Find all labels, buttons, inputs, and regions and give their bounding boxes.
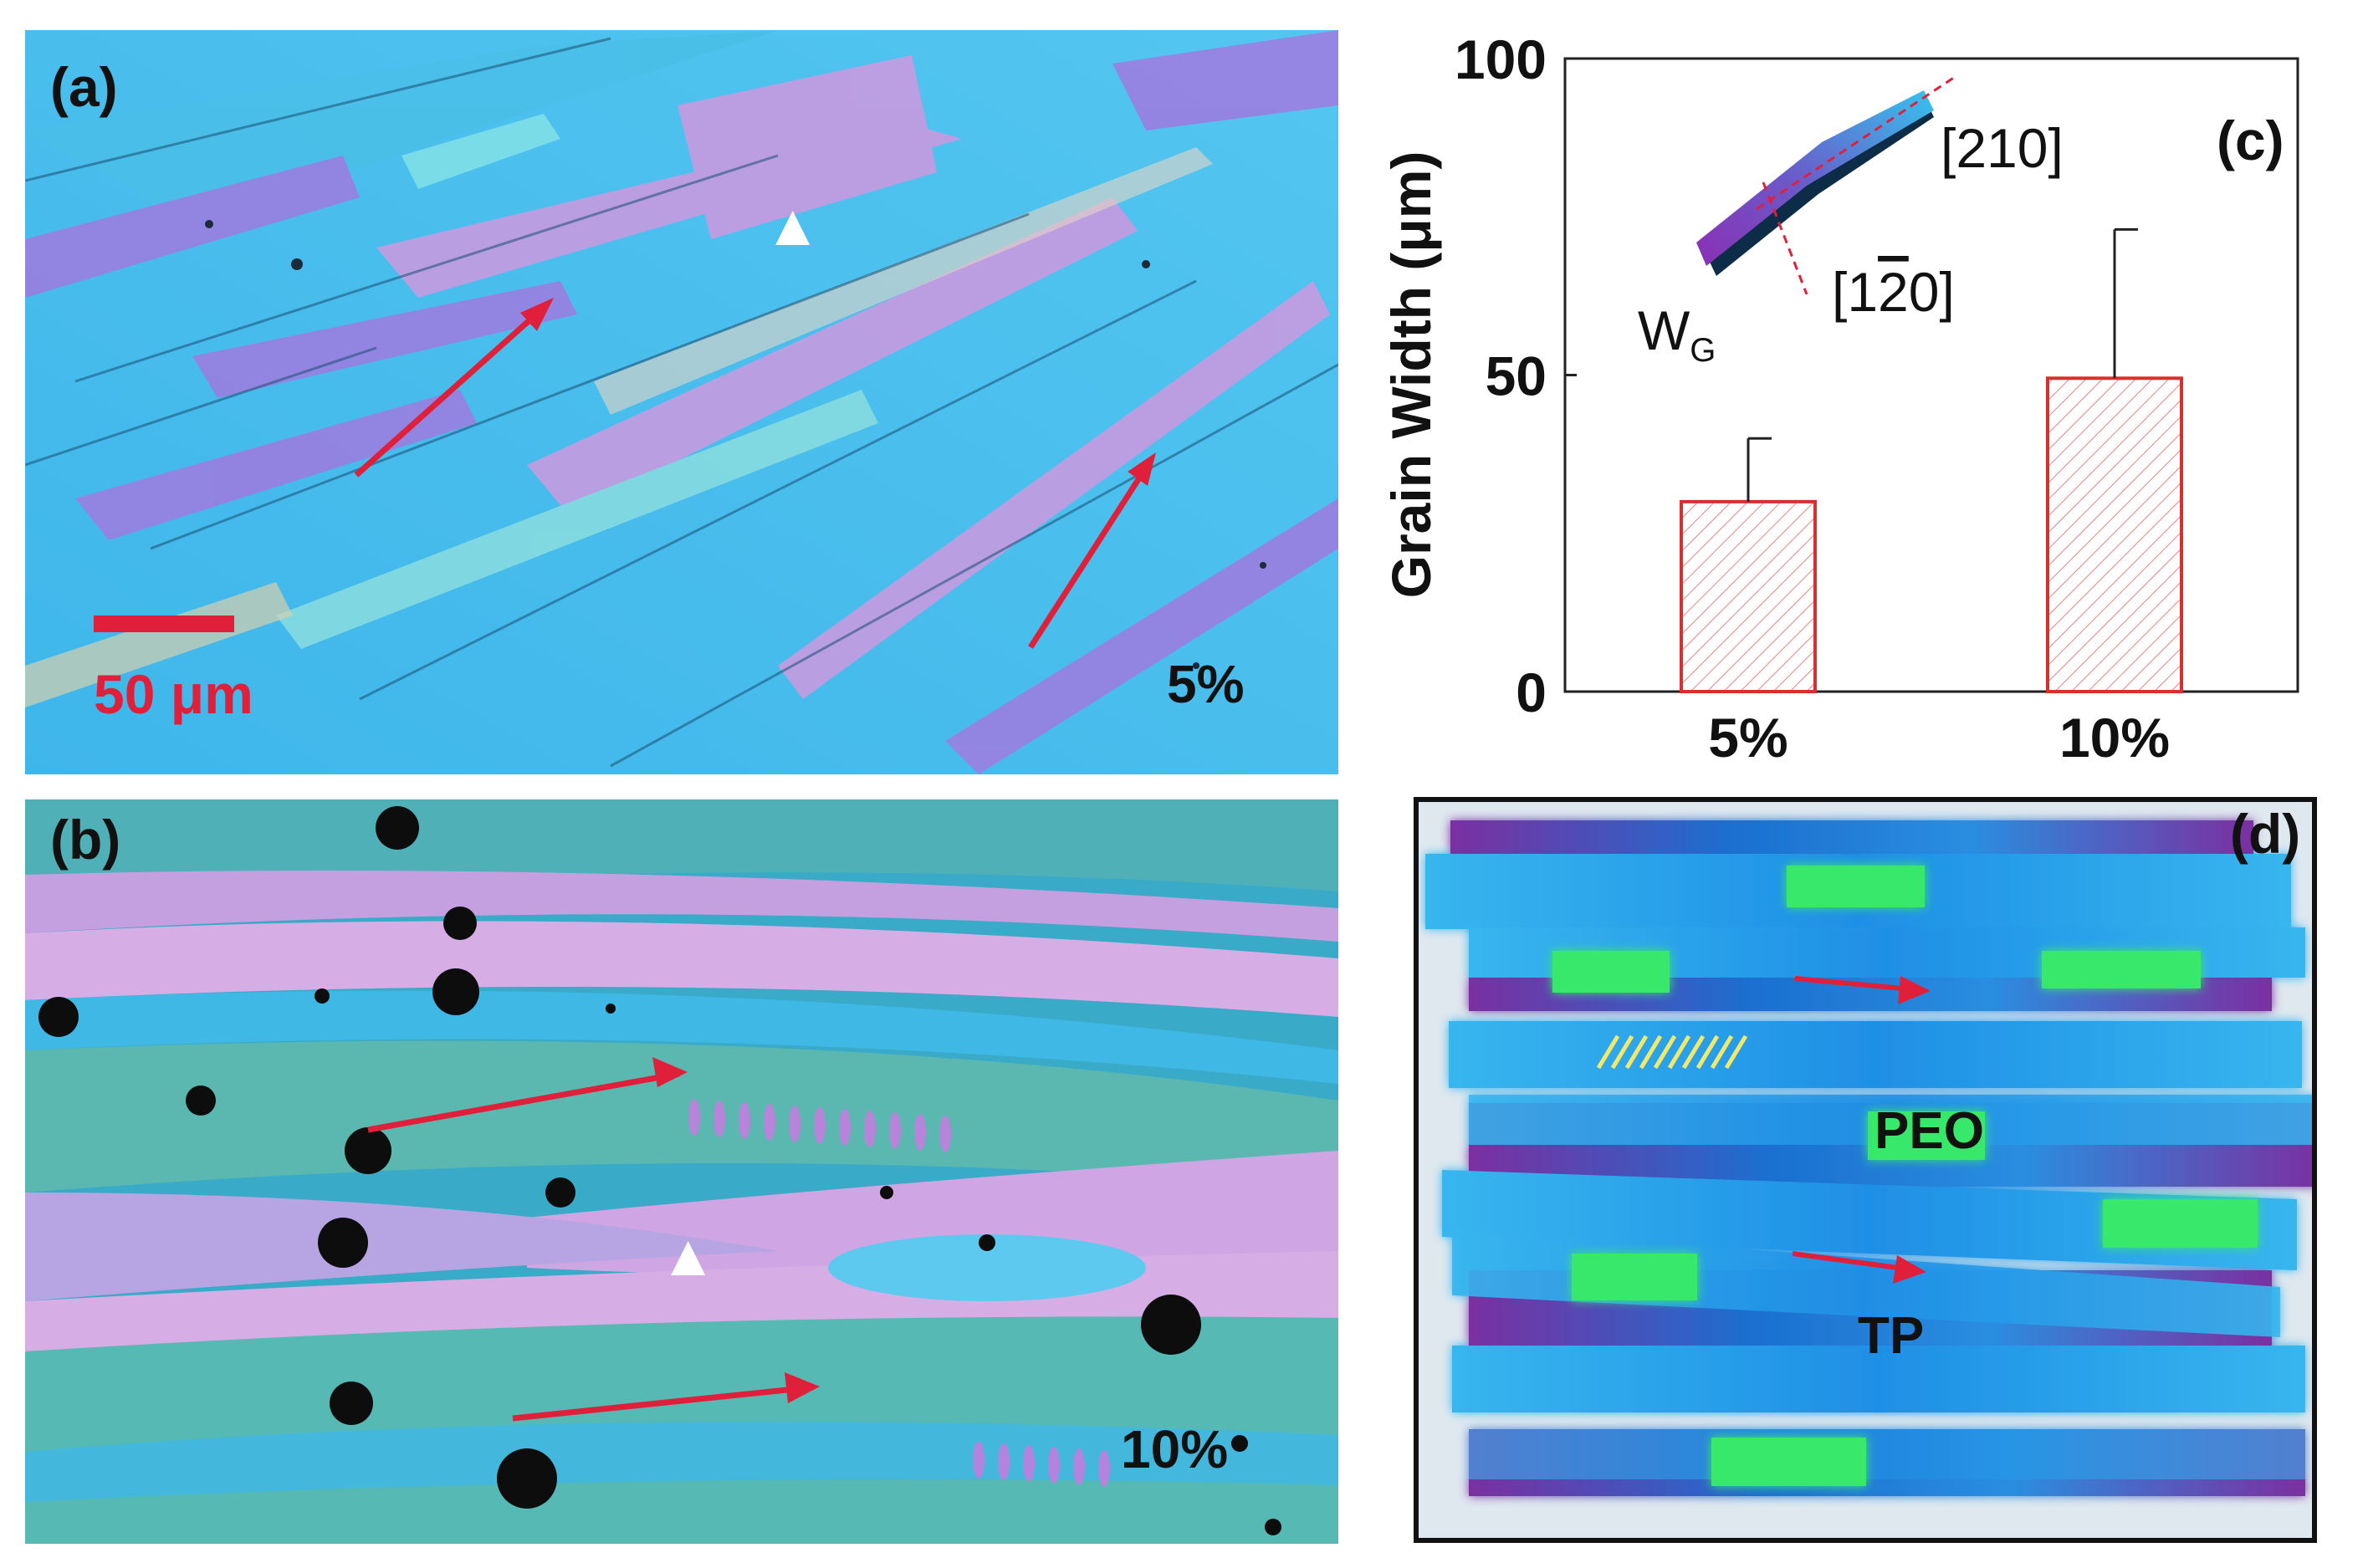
arrow-a1 bbox=[354, 304, 548, 478]
direction-1-20-label: [120] bbox=[1832, 261, 1955, 323]
panel-d-label: (d) bbox=[2230, 803, 2301, 865]
tp-label: TP bbox=[1858, 1307, 1925, 1365]
panel-c-label: (c) bbox=[2217, 110, 2284, 171]
lamellae-schematic bbox=[1425, 820, 2312, 1496]
crystal-inset: [210] [120] WG bbox=[1638, 74, 2064, 369]
y-tick-label: 100 bbox=[1455, 28, 1547, 90]
y-tick-label: 0 bbox=[1516, 661, 1547, 723]
micrograph-a-image bbox=[25, 30, 1338, 774]
micrograph-panel-a: (a) ▲ 50 μm 5% bbox=[25, 30, 1338, 774]
concentration-label-a: 5% bbox=[1167, 654, 1245, 714]
x-tick-label: 10% bbox=[2059, 707, 2170, 769]
schematic-panel-d: (d) PEO TP bbox=[1414, 797, 2317, 1543]
micrograph-b-image bbox=[25, 799, 1338, 1544]
scale-bar-label: 50 μm bbox=[94, 663, 253, 725]
hatch-lines bbox=[1596, 1034, 1748, 1070]
arrow-b2 bbox=[512, 1384, 812, 1422]
grain-width-chart: 0 50 100 5% 10% Grain Width (μm) [210] [120… bbox=[1380, 28, 2299, 769]
triangle-marker-a: ▲ bbox=[764, 192, 822, 258]
panel-a-label: (a) bbox=[50, 56, 118, 118]
bar-10pct bbox=[2046, 376, 2183, 693]
concentration-label-b: 10% bbox=[1121, 1419, 1229, 1479]
width-wg-label: WG bbox=[1638, 299, 1716, 369]
arrow-a2 bbox=[1028, 463, 1150, 649]
scale-bar bbox=[94, 615, 234, 632]
y-tick-label: 50 bbox=[1486, 345, 1547, 407]
plot-frame bbox=[1563, 57, 2299, 693]
direction-210-label: [210] bbox=[1941, 117, 2064, 179]
arrow-b1 bbox=[367, 1070, 680, 1133]
peo-label: PEO bbox=[1874, 1102, 1984, 1160]
panel-b-label: (b) bbox=[50, 809, 121, 871]
bar-chart-panel-c: 0 50 100 5% 10% Grain Width (μm) [210] [120… bbox=[1338, 0, 2368, 786]
bar-5pct bbox=[1680, 499, 1817, 694]
micrograph-panel-b: (b) ▲ 10% bbox=[25, 799, 1338, 1544]
x-tick-label: 5% bbox=[1708, 707, 1788, 769]
triangle-marker-b: ▲ bbox=[659, 1223, 718, 1288]
y-axis-label: Grain Width (μm) bbox=[1380, 151, 1442, 599]
